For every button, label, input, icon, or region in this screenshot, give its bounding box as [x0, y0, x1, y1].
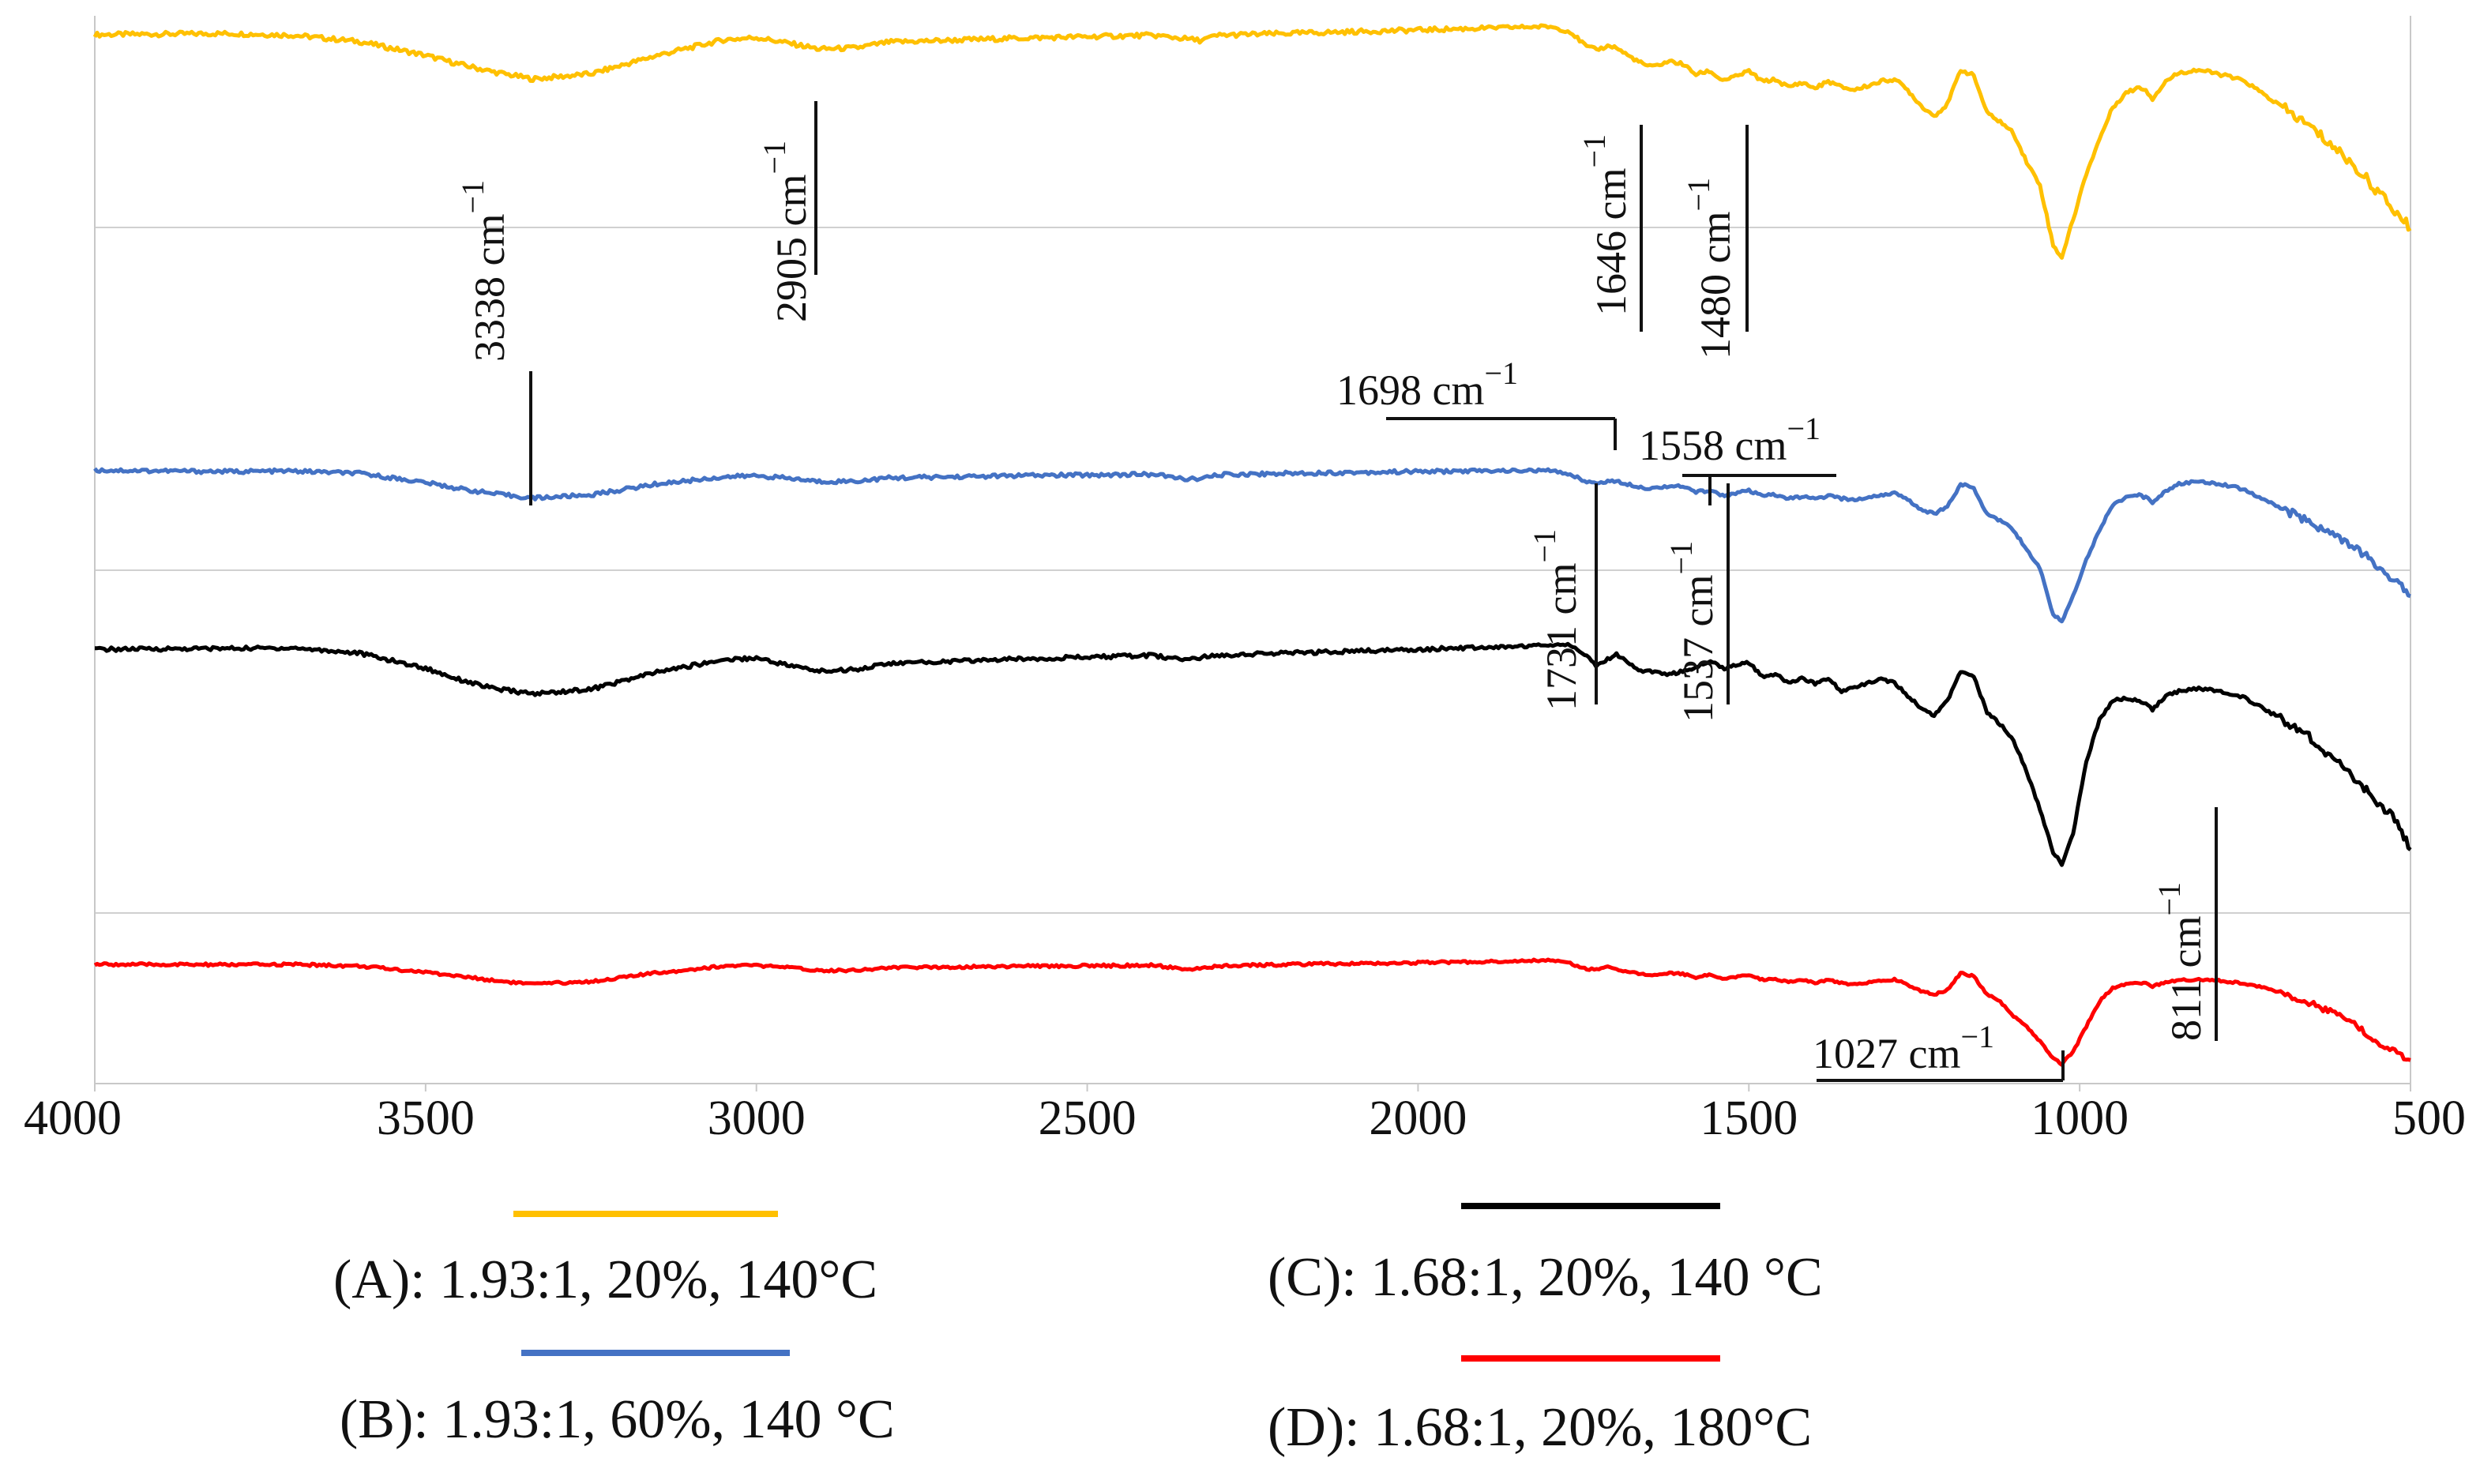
peak-label-value: 811 cm	[2162, 916, 2210, 1041]
peak-annotation-2905: 2905 cm−1	[757, 101, 817, 322]
legend-entry-c: (C): 1.68:1, 20%, 140 °C	[1268, 1203, 1823, 1308]
legend-label: (D): 1.68:1, 20%, 180°C	[1268, 1397, 1812, 1458]
legend-label: (C): 1.68:1, 20%, 140 °C	[1268, 1247, 1823, 1308]
x-axis: 4000 3500 3000 2500 2000 1500 1000 500	[24, 16, 2466, 1145]
legend-label: (B): 1.93:1, 60%, 140 °C	[340, 1389, 895, 1450]
peak-label-exponent: −1	[2151, 882, 2187, 916]
peak-label: 3338 cm−1	[455, 180, 513, 362]
series-line-c	[95, 641, 2412, 867]
x-tick-label-1500: 1500	[1700, 1091, 1798, 1145]
peak-label-exponent: −1	[1787, 411, 1821, 446]
peak-label-exponent: −1	[1576, 134, 1612, 168]
series-line-d	[93, 957, 2411, 1067]
legend-label: (A): 1.93:1, 20%, 140°C	[333, 1249, 877, 1310]
x-tick-label-500: 500	[2392, 1091, 2466, 1145]
peak-label-exponent: −1	[1663, 541, 1699, 575]
peak-annotation-1027: 1027 cm−1	[1813, 1019, 2065, 1082]
peak-label: 1537 cm−1	[1663, 541, 1722, 723]
peak-label-value: 1537 cm	[1674, 575, 1722, 723]
x-tick-label-1000: 1000	[2031, 1091, 2129, 1145]
series-line-b	[93, 467, 2411, 624]
legend-entry-d: (D): 1.68:1, 20%, 180°C	[1268, 1355, 1812, 1458]
peak-annotation-1480: 1480 cm−1	[1681, 125, 1749, 359]
peak-label-value: 2905 cm	[768, 175, 815, 322]
legend-entry-a: (A): 1.93:1, 20%, 140°C	[333, 1211, 877, 1310]
peak-label-value: 1646 cm	[1588, 168, 1635, 316]
legend-entry-b: (B): 1.93:1, 60%, 140 °C	[340, 1350, 895, 1450]
peak-label: 2905 cm−1	[757, 141, 815, 322]
peak-annotation-1558: 1558 cm−1	[1639, 411, 1836, 505]
peak-label-exponent: −1	[757, 141, 792, 175]
series-line-a	[92, 23, 2412, 260]
x-tick-label-2500: 2500	[1039, 1091, 1137, 1145]
peak-annotation-1731: 1731 cm−1	[1527, 483, 1598, 711]
peak-label-exponent: −1	[1527, 529, 1562, 563]
peak-label-value: 1558 cm	[1639, 422, 1787, 469]
peak-label-exponent: −1	[1960, 1019, 1994, 1054]
peak-label: 1731 cm−1	[1527, 529, 1585, 711]
spectra-series	[92, 23, 2412, 1067]
gridlines	[95, 227, 2410, 914]
peak-label-value: 1027 cm	[1813, 1030, 1960, 1077]
peak-label: 1558 cm−1	[1639, 411, 1821, 469]
peak-annotation-811: 811 cm−1	[2151, 807, 2218, 1041]
peak-label-value: 1731 cm	[1538, 563, 1585, 711]
peak-annotation-3338: 3338 cm−1	[455, 180, 532, 505]
x-tick-label-4000: 4000	[24, 1091, 122, 1145]
x-tick-label-3500: 3500	[377, 1091, 475, 1145]
peak-annotation-1646: 1646 cm−1	[1576, 125, 1643, 332]
peak-label: 1027 cm−1	[1813, 1019, 1994, 1077]
peak-label-value: 3338 cm	[466, 214, 513, 362]
x-tick-label-2000: 2000	[1369, 1091, 1467, 1145]
peak-label: 1646 cm−1	[1576, 134, 1635, 316]
legend: (A): 1.93:1, 20%, 140°C (B): 1.93:1, 60%,…	[333, 1203, 1823, 1458]
x-tick-label-3000: 3000	[708, 1091, 806, 1145]
peak-label-exponent: −1	[455, 180, 490, 214]
peak-label-value: 1698 cm	[1336, 366, 1484, 414]
peak-label-exponent: −1	[1681, 178, 1716, 212]
peak-label: 1480 cm−1	[1681, 178, 1739, 359]
peak-label: 811 cm−1	[2151, 882, 2210, 1041]
peak-label: 1698 cm−1	[1336, 355, 1518, 414]
peak-annotation-1537: 1537 cm−1	[1663, 483, 1730, 723]
peak-annotation-1698: 1698 cm−1	[1336, 355, 1617, 450]
peak-label-value: 1480 cm	[1692, 212, 1739, 359]
peak-label-exponent: −1	[1484, 355, 1518, 391]
